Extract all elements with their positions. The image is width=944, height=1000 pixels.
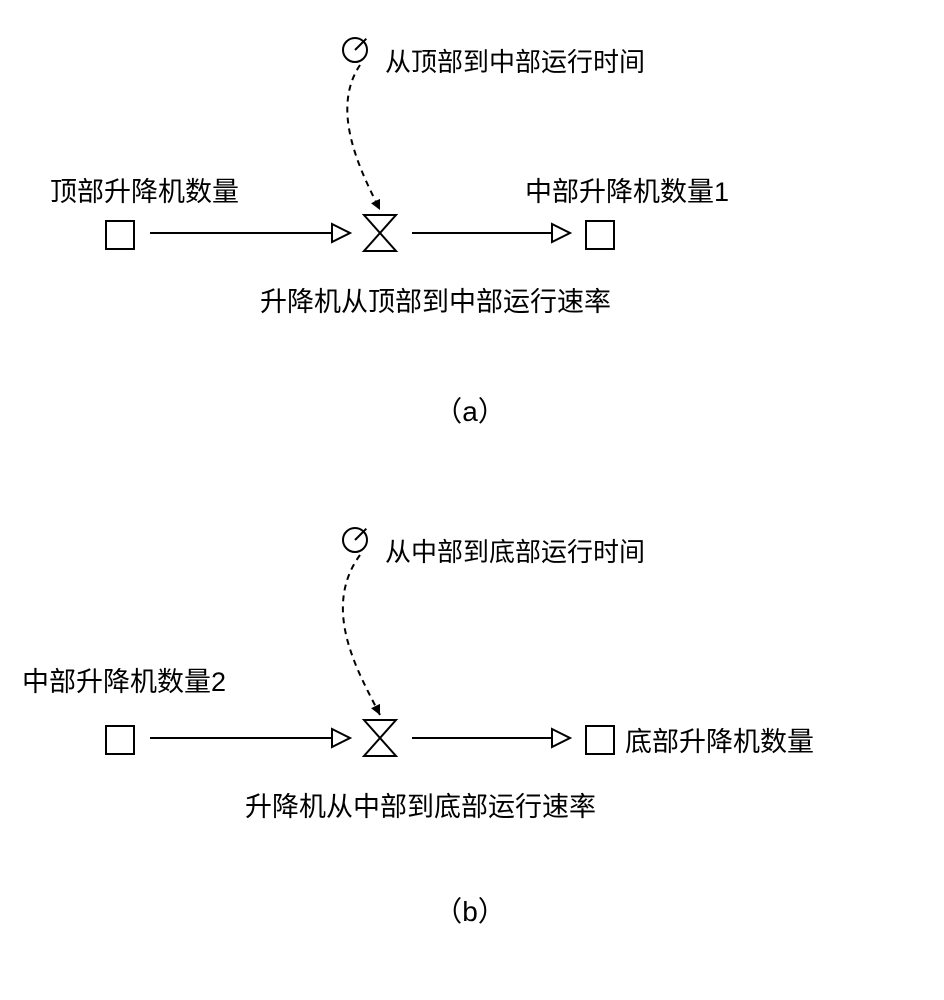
- stock-box-left-a: [105, 220, 135, 250]
- panel-caption-b: （b）: [20, 890, 920, 930]
- flow-arrow-left-b: [150, 729, 350, 747]
- clock-icon-b: [343, 528, 367, 552]
- clock-icon-a: [343, 38, 367, 62]
- flow-arrow-right-b: [412, 729, 570, 747]
- clock-label-a: 从顶部到中部运行时间: [385, 42, 645, 79]
- clock-label-b: 从中部到底部运行时间: [385, 532, 645, 569]
- rate-label-b: 升降机从中部到底部运行速率: [245, 785, 596, 824]
- panel-caption-a: （a）: [20, 390, 920, 430]
- dashed-arrow-a: [347, 65, 380, 210]
- right-stock-label-b: 底部升降机数量: [625, 720, 814, 759]
- flow-arrow-left-a: [150, 224, 350, 242]
- diagram-panel-a: 从顶部到中部运行时间 顶部升降机数量 中部升降机数量1 升降机从顶部到中部运行速…: [20, 20, 920, 470]
- right-stock-label-a: 中部升降机数量1: [525, 170, 729, 209]
- stock-box-right-a: [585, 220, 615, 250]
- rate-label-a: 升降机从顶部到中部运行速率: [260, 280, 611, 319]
- hourglass-icon-a: [364, 215, 396, 251]
- stock-box-right-b: [585, 725, 615, 755]
- dashed-arrow-b: [343, 555, 380, 715]
- left-stock-label-a: 顶部升降机数量: [50, 170, 239, 209]
- left-stock-label-b: 中部升降机数量2: [22, 660, 226, 699]
- stock-box-left-b: [105, 725, 135, 755]
- flow-arrow-right-a: [412, 224, 570, 242]
- hourglass-icon-b: [364, 720, 396, 756]
- diagram-panel-b: 从中部到底部运行时间 中部升降机数量2 底部升降机数量 升降机从中部到底部运行速…: [20, 510, 920, 960]
